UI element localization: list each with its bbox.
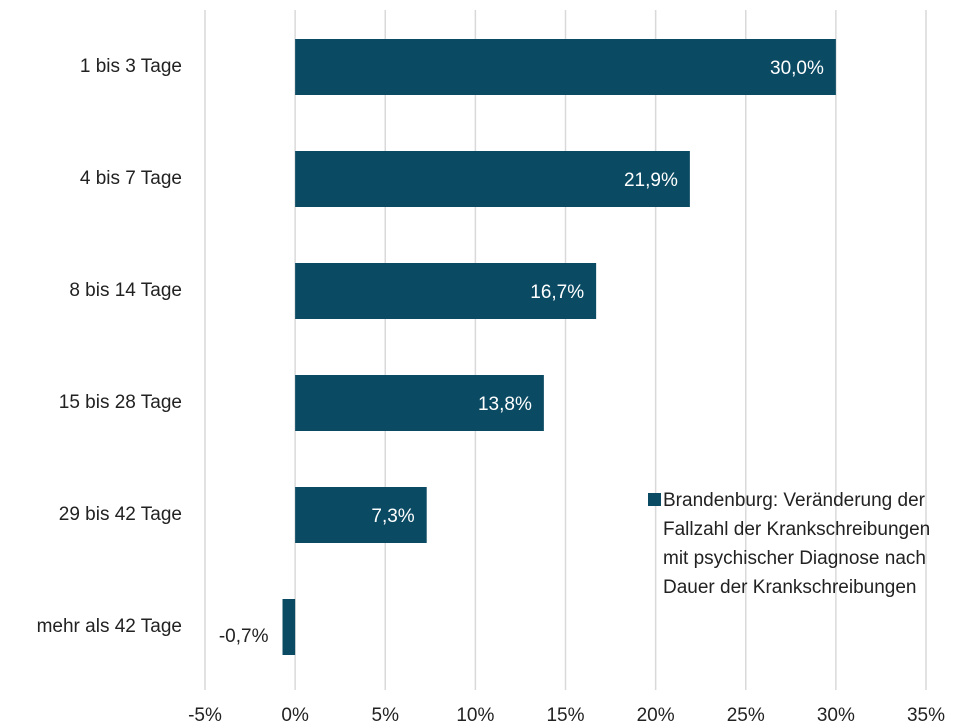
x-tick-label: 20% [637, 705, 675, 726]
y-tick-label: 15 bis 28 Tage [59, 392, 182, 413]
y-tick-label: mehr als 42 Tage [37, 616, 182, 637]
y-tick-label: 8 bis 14 Tage [69, 280, 182, 301]
y-tick-label: 4 bis 7 Tage [80, 168, 182, 189]
value-label: 7,3% [371, 506, 414, 527]
legend: Brandenburg: Veränderung der Fallzahl de… [648, 486, 955, 602]
x-tick-label: 15% [546, 705, 584, 726]
bar [295, 151, 690, 207]
value-label: -0,7% [219, 626, 269, 647]
x-tick-label: 30% [817, 705, 855, 726]
value-label: 21,9% [624, 170, 678, 191]
x-tick-label: 35% [907, 705, 945, 726]
y-tick-label: 29 bis 42 Tage [59, 504, 182, 525]
bar [295, 487, 427, 543]
x-tick-label: 25% [727, 705, 765, 726]
bar [295, 375, 544, 431]
y-tick-label: 1 bis 3 Tage [80, 56, 182, 77]
x-tick-label: 10% [456, 705, 494, 726]
legend-label: Brandenburg: Veränderung der Fallzahl de… [663, 490, 931, 598]
x-tick-label: 0% [281, 705, 309, 726]
bar [295, 263, 597, 319]
x-tick-label: 5% [372, 705, 400, 726]
value-label: 16,7% [530, 282, 584, 303]
x-tick-label: -5% [188, 705, 222, 726]
bar [282, 599, 296, 655]
value-label: 13,8% [478, 394, 532, 415]
bar [295, 39, 836, 95]
legend-swatch [648, 493, 661, 506]
value-label: 30,0% [770, 58, 824, 79]
